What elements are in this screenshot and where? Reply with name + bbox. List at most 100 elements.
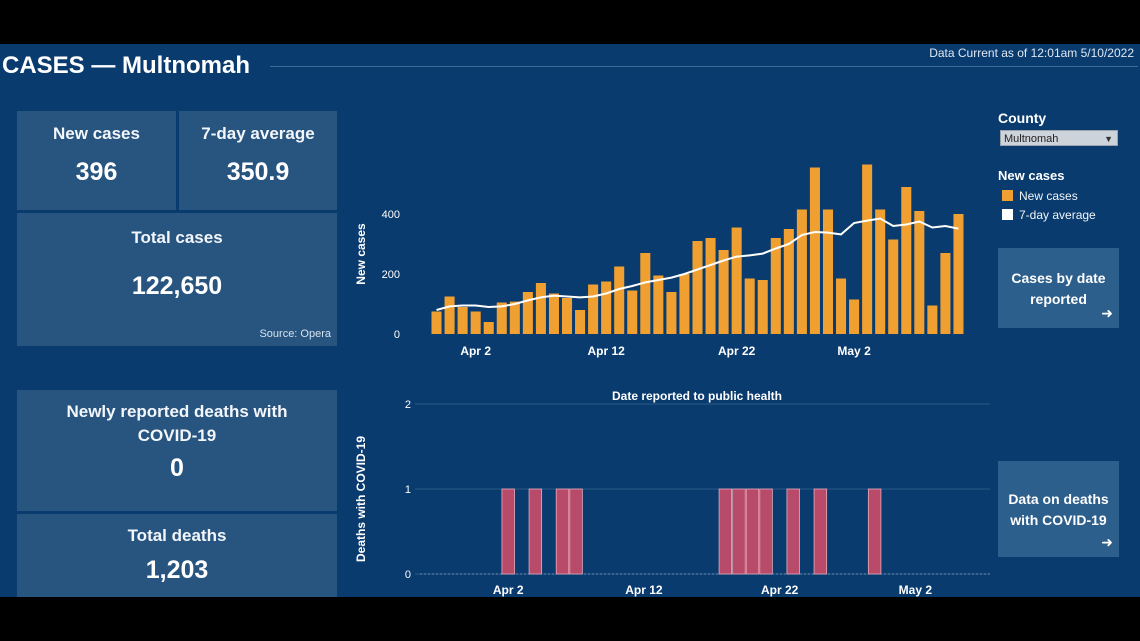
new-deaths-card: Newly reported deaths with COVID-19 0 [17,390,337,511]
case-bar [679,274,690,334]
case-bar [444,296,455,334]
total-deaths-value: 1,203 [145,556,209,584]
case-bar [770,238,781,334]
dashboard-frame: CASES — Multnomah Data Current as of 12:… [0,44,1140,597]
death-bar [745,488,760,575]
case-bar [457,307,468,334]
x-tick-label: May 2 [899,583,933,597]
y-axis-label: New cases [354,223,368,285]
death-bar [813,488,828,575]
case-bar [731,227,742,334]
legend-label-new-cases: New cases [1019,189,1078,203]
deaths-data-button-label: Data on deaths with COVID-19 [1008,491,1109,528]
case-bar [548,293,559,334]
death-bar [718,488,733,575]
x-tick-label: Apr 12 [587,344,625,358]
deaths-data-button[interactable]: Data on deaths with COVID-19 ➜ [998,461,1119,557]
x-axis-label: Date reported to public health [612,389,782,403]
case-bar [940,253,951,334]
total-cases-card: Total cases 122,650 Source: Opera [17,213,337,346]
seven-day-average-line [436,217,959,311]
death-bar [528,488,543,575]
seven-day-average-value: 350.9 [226,158,290,186]
source-note: Source: Opera [259,328,331,340]
county-select[interactable]: Multnomah ▼ [1000,130,1118,146]
case-bar [588,284,599,334]
title-divider [270,66,1138,67]
death-bar [555,488,570,575]
total-deaths-label: Total deaths [127,526,227,545]
case-bar [705,238,716,334]
new-cases-value: 396 [75,158,118,186]
seven-day-average-label: 7-day average [201,124,315,143]
death-bar [867,488,882,575]
case-bar [783,229,794,334]
chevron-down-icon: ▼ [1104,134,1113,144]
case-bar [718,250,729,334]
x-tick-label: Apr 22 [761,583,799,597]
legend-item-seven-day-average: 7-day average [1002,208,1096,222]
case-bar [666,292,677,334]
county-filter-label: County [998,110,1047,126]
cases-by-date-button-label: Cases by date reported [1011,270,1106,307]
seven-day-average-card: 7-day average 350.9 [179,111,337,210]
case-bar [692,241,703,334]
legend-title: New cases [998,168,1065,183]
arrow-right-icon: ➜ [1101,305,1113,321]
death-bar [786,488,800,575]
death-bar [569,488,583,575]
death-bar [501,488,515,575]
legend-swatch-seven-day-average [1002,209,1013,220]
new-deaths-label: Newly reported deaths with COVID-19 [66,402,288,445]
cases-chart: New cases 0 200 400 Apr 2 Apr 12 Apr 22 May 2 Da… [354,164,964,403]
case-bar [901,187,912,334]
y-tick-label: 200 [382,269,400,281]
deaths-chart: 0 1 2 Deaths with COVID-19 Apr 2 Apr 12 Apr 22… [354,399,990,597]
new-cases-card: New cases 396 [17,111,176,210]
case-bar [796,209,807,334]
legend-label-seven-day-average: 7-day average [1019,208,1096,222]
case-bar [927,305,938,334]
x-tick-label: Apr 12 [625,583,663,597]
case-bar [862,164,873,334]
death-bar [732,488,746,575]
total-cases-label: Total cases [131,228,223,247]
data-current-timestamp: Data Current as of 12:01am 5/10/2022 [929,46,1134,60]
case-bar [653,275,664,334]
case-bar [875,209,886,334]
case-bar [522,292,533,334]
county-select-value: Multnomah [1004,133,1059,145]
y-axis-label: Deaths with COVID-19 [354,436,368,562]
case-bar [888,239,899,334]
legend-item-new-cases: New cases [1002,189,1078,203]
new-cases-label: New cases [53,124,140,143]
total-deaths-card: Total deaths 1,203 [17,514,337,597]
case-bar [614,266,625,334]
case-bar [535,283,546,334]
case-bar [836,278,847,334]
arrow-right-icon: ➜ [1101,534,1113,550]
y-tick-label: 400 [382,209,400,221]
case-bar [496,302,507,334]
case-bar [561,298,573,334]
case-bar [431,311,442,334]
case-bar [575,310,586,334]
cases-by-date-button[interactable]: Cases by date reported ➜ [998,248,1119,328]
case-bar [744,278,755,334]
case-bar [483,322,494,334]
case-bar [849,299,860,334]
total-cases-value: 122,650 [131,272,223,300]
x-tick-label: May 2 [837,344,871,358]
page-title: CASES — Multnomah [2,52,251,79]
y-tick-label: 0 [405,569,411,581]
case-bar [809,167,820,334]
case-bar [640,253,651,334]
case-bar [757,280,768,334]
legend-swatch-new-cases [1002,190,1013,201]
x-tick-label: Apr 2 [493,583,524,597]
death-bar [759,488,773,575]
case-bar [509,301,520,334]
x-tick-label: Apr 22 [718,344,756,358]
case-bar [914,211,925,334]
case-bar [953,214,964,334]
